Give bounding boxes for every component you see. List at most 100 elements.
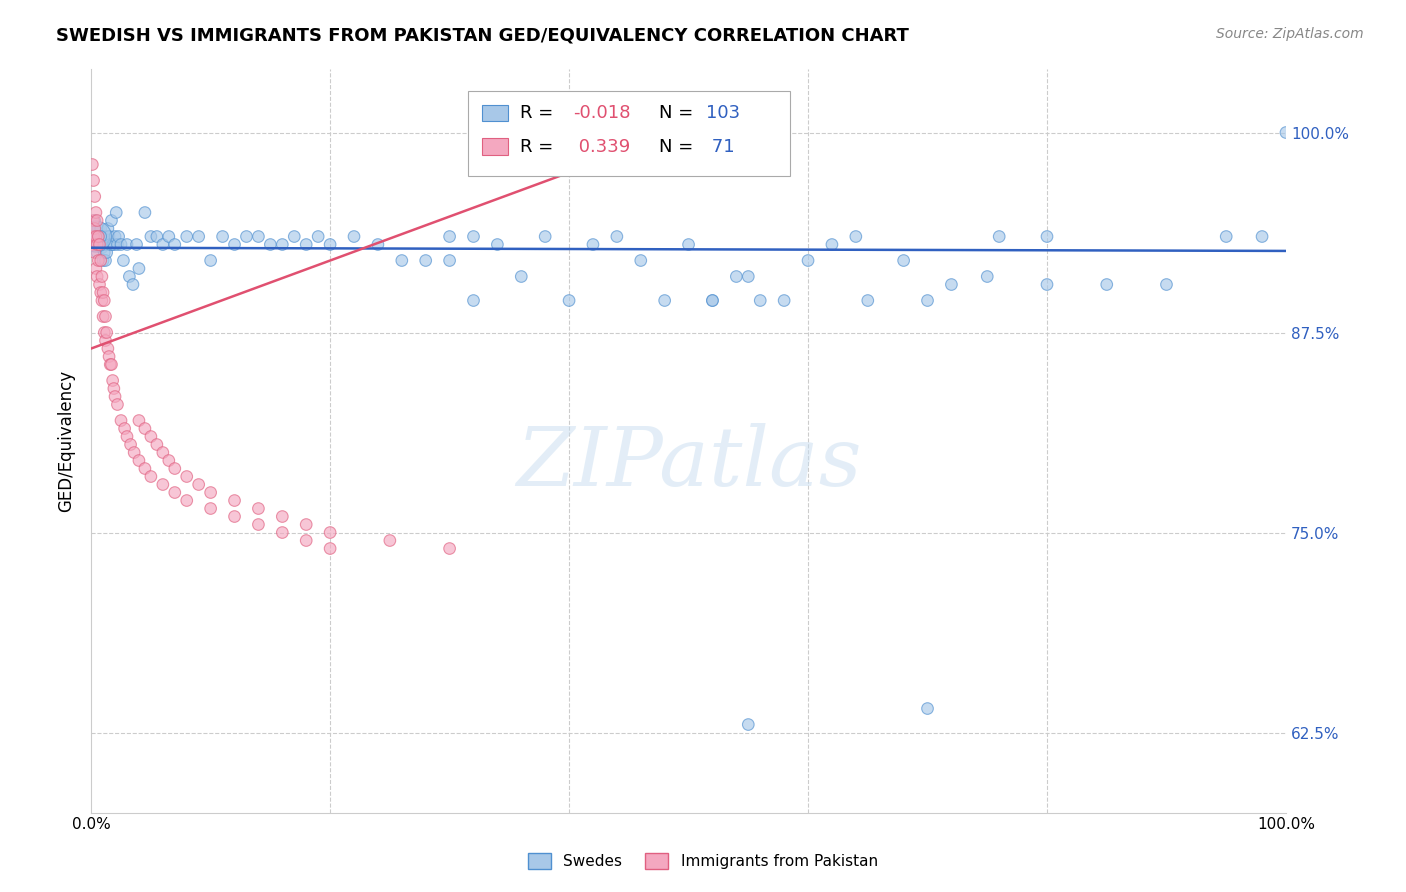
Point [307, 229, 329, 244]
Point [439, 229, 461, 244]
Point [941, 277, 963, 292]
Point [93, 229, 115, 244]
Point [163, 485, 186, 500]
Point [90, 237, 112, 252]
Point [103, 382, 125, 396]
Point [87, 229, 110, 244]
Point [115, 237, 138, 252]
Point [187, 229, 209, 244]
Point [391, 253, 413, 268]
Point [89, 229, 111, 244]
Point [89, 237, 111, 252]
Text: 71: 71 [706, 137, 735, 155]
Point [146, 229, 169, 244]
Point [125, 237, 148, 252]
Point [630, 253, 652, 268]
Point [110, 413, 132, 427]
Point [247, 229, 270, 244]
Point [83, 229, 105, 244]
Point [90, 269, 112, 284]
Point [90, 229, 112, 244]
Point [96, 245, 118, 260]
Point [702, 293, 724, 308]
Point [845, 229, 868, 244]
Point [439, 253, 461, 268]
Point [134, 205, 156, 219]
Point [101, 237, 124, 252]
Text: R =: R = [520, 137, 560, 155]
Point [84, 237, 107, 252]
Point [319, 541, 342, 556]
Point [295, 237, 318, 252]
Point [486, 237, 509, 252]
Point [82, 237, 104, 252]
Point [415, 253, 437, 268]
Point [224, 493, 246, 508]
Point [89, 237, 111, 252]
Point [176, 229, 198, 244]
Point [87, 253, 110, 268]
Text: -0.018: -0.018 [572, 104, 630, 122]
Point [146, 437, 169, 451]
Point [110, 237, 132, 252]
Point [101, 374, 124, 388]
Point [163, 237, 186, 252]
Point [224, 509, 246, 524]
Point [83, 173, 105, 187]
Point [84, 229, 107, 244]
Point [86, 245, 108, 260]
Point [90, 229, 112, 244]
Point [91, 253, 114, 268]
Point [271, 525, 294, 540]
Point [463, 293, 485, 308]
Point [107, 237, 129, 252]
Point [1036, 277, 1059, 292]
Point [103, 237, 125, 252]
Point [97, 342, 120, 356]
Point [83, 189, 105, 203]
Point [86, 237, 108, 252]
Point [139, 469, 162, 483]
Point [83, 237, 105, 252]
Point [157, 453, 180, 467]
Text: R =: R = [520, 104, 560, 122]
Point [606, 229, 628, 244]
Point [259, 237, 281, 252]
Point [271, 237, 294, 252]
Point [105, 205, 128, 219]
Point [83, 229, 105, 244]
Point [86, 237, 108, 252]
Point [157, 229, 180, 244]
Point [821, 237, 844, 252]
Point [100, 358, 122, 372]
Point [654, 293, 676, 308]
Point [343, 229, 366, 244]
Point [115, 429, 138, 443]
Point [224, 237, 246, 252]
Y-axis label: GED/Equivalency: GED/Equivalency [58, 369, 75, 512]
Point [83, 213, 105, 227]
Point [917, 701, 939, 715]
Point [200, 253, 222, 268]
Point [93, 293, 115, 308]
Point [582, 237, 605, 252]
Point [98, 358, 121, 372]
Text: N =: N = [658, 104, 699, 122]
Point [283, 229, 305, 244]
Point [90, 293, 112, 308]
Point [152, 237, 174, 252]
Point [702, 293, 724, 308]
Point [128, 413, 150, 427]
Point [176, 493, 198, 508]
Point [107, 398, 129, 412]
Point [98, 237, 121, 252]
Legend: Swedes, Immigrants from Pakistan: Swedes, Immigrants from Pakistan [522, 847, 884, 875]
Point [378, 533, 401, 548]
Point [678, 237, 700, 252]
Point [82, 157, 104, 171]
Point [90, 221, 112, 235]
Point [134, 421, 156, 435]
Point [558, 293, 581, 308]
Point [163, 461, 186, 475]
FancyBboxPatch shape [482, 105, 508, 121]
